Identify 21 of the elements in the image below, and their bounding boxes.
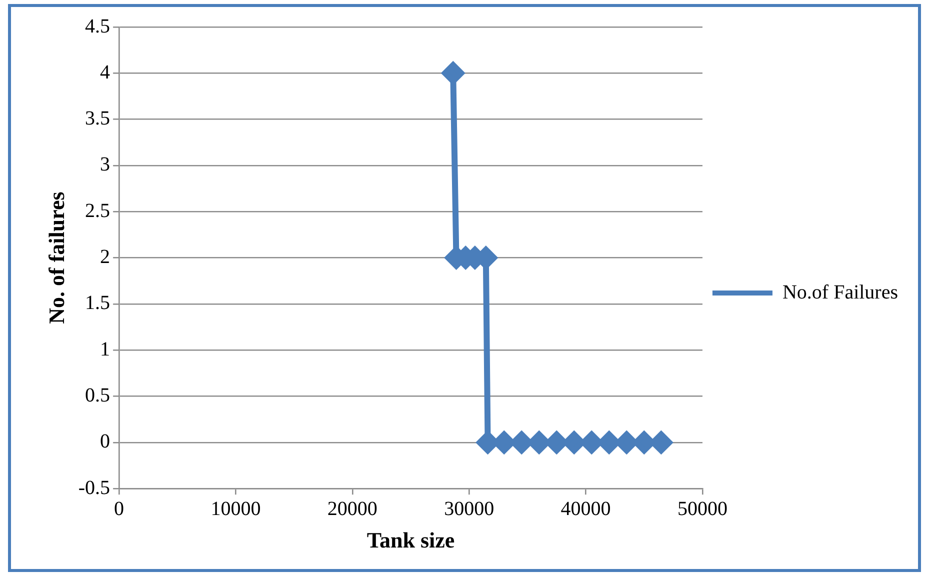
x-tick-label: 30000	[444, 498, 494, 520]
y-tick-label: 1.5	[85, 292, 110, 314]
x-tick-label: 10000	[210, 498, 261, 520]
legend-label: No.of Failures	[782, 281, 898, 304]
y-tick-label: 3	[100, 154, 110, 176]
y-tick-label: -0.5	[78, 476, 110, 499]
x-tick-label: 20000	[327, 498, 378, 520]
y-tick-label: 1	[100, 338, 110, 360]
y-tick-label: 2	[100, 246, 110, 268]
y-tick-label: 0.5	[85, 384, 110, 407]
x-axis-title: Tank size	[366, 527, 455, 552]
point	[442, 62, 464, 84]
y-tick-label: 4	[100, 61, 110, 84]
y-tick-label: 2.5	[85, 200, 110, 222]
y-tick-label: 4.5	[85, 15, 110, 38]
x-tick-label: 50000	[677, 498, 728, 520]
y-tick-label: 3.5	[85, 108, 110, 130]
y-axis-title: No. of failures	[44, 191, 69, 324]
x-tick-label: 40000	[560, 498, 611, 520]
y-tick-label: 0	[100, 430, 110, 453]
x-tick-label: 0	[114, 498, 124, 520]
